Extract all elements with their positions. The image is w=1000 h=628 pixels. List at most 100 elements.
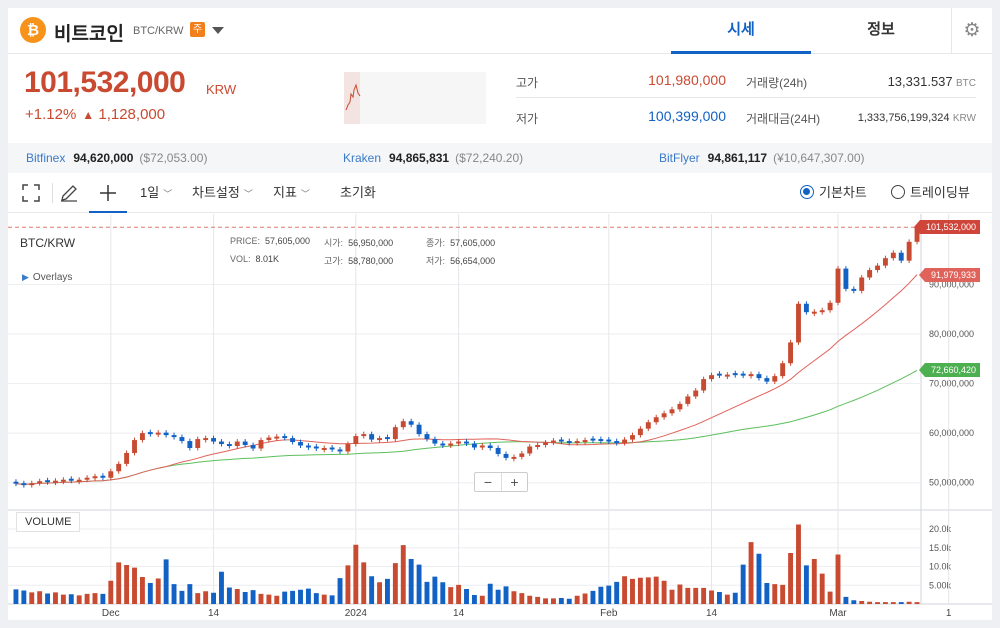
volume-24h: 13,331.537 BTC [888,74,976,89]
candle-body [400,421,406,428]
fullscreen-icon[interactable] [16,173,46,213]
volume-bar [298,589,303,604]
volume-bar [195,593,201,604]
volume-bar [13,589,19,604]
tradingview-option[interactable]: 트레이딩뷰 [891,173,970,213]
trade-amount-label: 거래대금(24H) [746,112,821,126]
volume-bar [780,584,786,604]
stat-row-high: 고가 101,980,000 거래량(24h) 13,331.537 BTC [516,64,976,98]
basic-chart-option[interactable]: 기본차트 [800,173,867,213]
candle-body [843,268,849,289]
tab-info[interactable]: 정보 [867,21,895,38]
candle-body [622,439,628,444]
exchange-name[interactable]: BitFlyer [659,151,700,165]
candle-body [408,421,414,425]
zoom-out-button[interactable]: − [483,474,493,490]
play-icon: ▶ [22,272,29,282]
candle-body [424,434,430,440]
volume-bar [45,593,51,604]
info-price-key: PRICE: [230,236,261,246]
candle-body [211,438,217,442]
candle-body [100,475,106,478]
radio-selected-icon[interactable] [800,185,814,199]
volume-bar [108,580,114,604]
candle-body [709,375,714,380]
volume-bar [274,595,280,604]
volume-bar [305,588,311,604]
volume-bar [211,592,217,604]
info-volume: VOL: 8.01K [230,254,279,264]
info-close: 종가: 57,605,000 [426,236,495,249]
coin-select-caret-icon[interactable] [212,27,224,34]
price-chart[interactable]: 90,000,000 80,000,000 70,000,000 60,000,000… [8,214,992,620]
volume-bar [622,576,628,604]
interval-select[interactable]: 1일 ﹀ [140,173,172,213]
volume-tick-label: 5.00k [929,580,952,590]
volume-24h-value: 13,331.537 [887,74,953,89]
candle-body [764,378,770,382]
candlestick-chart[interactable]: 90,000,000 80,000,000 70,000,000 60,000,000… [8,214,992,620]
volume-bar [187,584,193,604]
gear-icon[interactable]: ⚙ [951,8,992,54]
exchange-name[interactable]: Bitfinex [26,151,66,165]
volume-bar [76,595,82,604]
info-price: PRICE: 57,605,000 [230,236,310,246]
info-open-value: 56,950,000 [348,238,394,248]
indicators-label: 지표 [273,185,297,200]
volume-bar [819,573,825,604]
tradingview-label: 트레이딩뷰 [910,185,970,200]
pencil-icon[interactable] [54,173,84,213]
candle-body [519,453,525,457]
candle-body [187,441,193,448]
last-price-tag: 101,532,000 [913,220,980,235]
zoom-in-button[interactable]: + [501,473,527,491]
indicators-menu[interactable]: 지표 ﹀ [273,173,310,213]
tab-quote[interactable]: 시세 [671,8,811,54]
volume-bar [234,589,240,604]
volume-bar [898,602,904,604]
exchange-name[interactable]: Kraken [343,151,382,165]
time-tick-label: 14 [706,608,718,619]
candle-body [614,441,620,444]
up-arrow-icon: ▲ [82,108,95,122]
candle-body [448,443,454,446]
candle-body [661,413,667,418]
time-tick-label: 1 [946,608,952,619]
ma-short-line [15,274,918,485]
candle-body [266,437,272,441]
volume-bar [748,542,754,604]
candle-body [179,437,185,442]
price-tick-label: 70,000,000 [929,379,974,389]
overlays-toggle[interactable]: ▶ Overlays [22,272,72,283]
volume-bar [242,592,248,604]
candle-body [13,481,19,484]
volume-bar [740,564,746,604]
volume-tick-label: 10.0k [929,562,952,572]
chart-settings-menu[interactable]: 차트설정 ﹀ [192,173,253,213]
candle-body [835,268,841,303]
exchange-prices: Bitfinex 94,620,000 ($72,053.00) Kraken 94,… [8,143,992,173]
candle-body [345,444,351,452]
crosshair-icon[interactable] [89,173,127,213]
reset-button[interactable]: 초기화 [340,185,376,200]
radio-icon[interactable] [891,185,905,199]
candle-body [890,252,896,259]
price-tick-label: 80,000,000 [929,329,974,339]
change-percent: +1.12% [25,106,77,123]
candle-body [37,481,43,484]
volume-bar [811,559,817,604]
volume-bar [171,584,177,604]
volume-bar [511,591,517,604]
candle-body [543,442,548,446]
info-price-value: 57,605,000 [265,236,311,246]
volume-bar [495,589,501,604]
candle-body [464,441,469,444]
candle-body [108,471,114,478]
candle-body [416,424,422,435]
volume-bar [503,586,509,604]
trade-amount-unit: KRW [952,113,976,124]
candle-body [76,479,82,482]
exchange-price: 94,861,117 [707,151,768,165]
volume-bar [701,587,707,604]
volume-bar [519,593,525,604]
